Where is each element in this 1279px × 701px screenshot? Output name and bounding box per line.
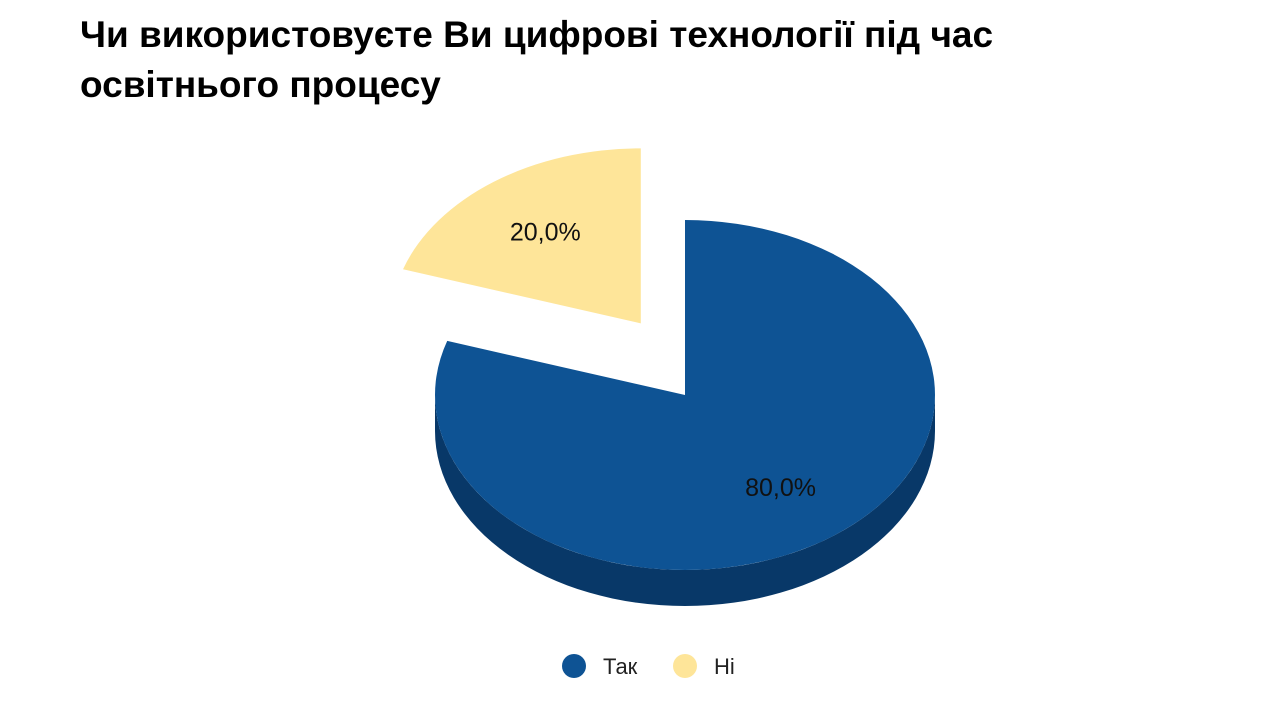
legend-item-1: Так	[562, 654, 638, 679]
pie-slice-top	[403, 148, 641, 324]
data-label: 20,0%	[510, 218, 581, 246]
pie-slice-1	[435, 220, 936, 606]
legend-item-2: Ні	[673, 654, 735, 679]
pie-slice-top	[435, 220, 936, 570]
legend-label: Ні	[714, 654, 735, 679]
legend: Так Ні	[562, 654, 735, 679]
pie-slice-2	[403, 148, 641, 324]
pie-slice-side	[435, 395, 935, 606]
data-label: 80,0%	[745, 474, 816, 502]
chart-title: Чи використовуєте Ви цифрові технології …	[80, 14, 994, 105]
legend-marker-icon	[673, 654, 697, 678]
legend-marker-icon	[562, 654, 586, 678]
legend-label: Так	[603, 654, 638, 679]
